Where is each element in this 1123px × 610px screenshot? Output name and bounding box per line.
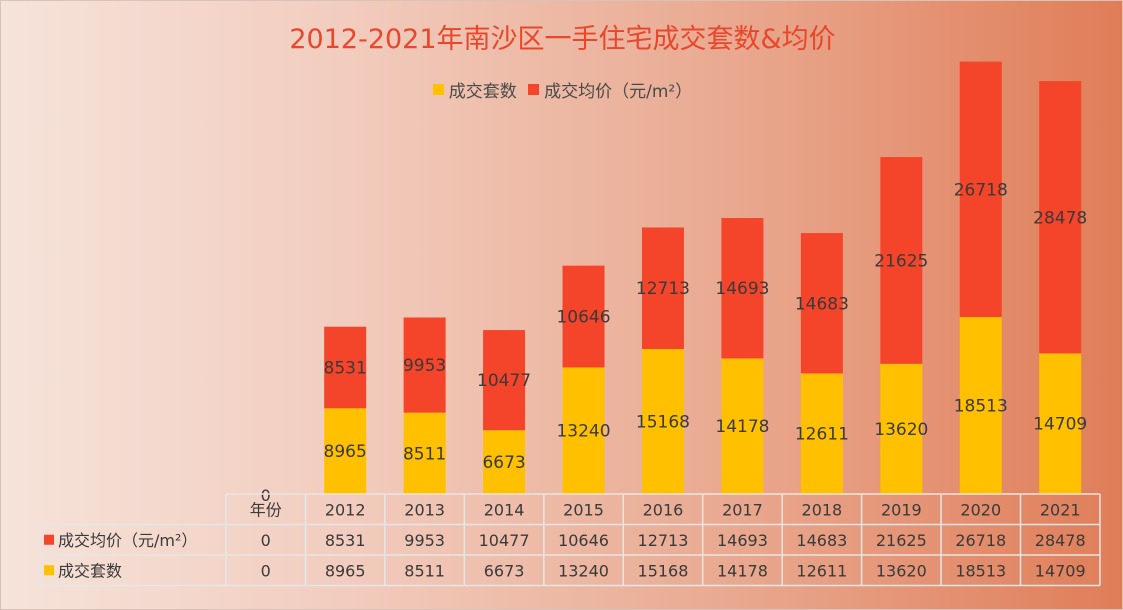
table-cell-units-2016: 15168 [638,561,689,580]
table-header-2018: 2018 [802,500,843,519]
table-header-2021: 2021 [1040,500,1081,519]
legend-label-units: 成交套数 [448,82,517,102]
bar-units-2018 [800,373,843,494]
table-header-2020: 2020 [960,500,1001,519]
leading-category-zero-label: 0 [261,486,271,505]
data-label-units-2015: 13240 [556,422,610,442]
table-header-2015: 2015 [563,500,604,519]
table-cell-units-2015: 13240 [558,561,609,580]
bar-price-2017 [721,217,764,359]
data-label-units-2018: 12611 [795,425,849,445]
data-label-units-2014: 6673 [482,453,525,473]
table-cell-price-2013: 9953 [404,531,445,550]
bar-price-2013 [403,317,446,413]
data-label-price-2020: 26718 [954,180,1008,200]
table-cell-price-2015: 10646 [558,531,609,550]
data-label-units-2016: 15168 [636,412,690,432]
bar-units-2019 [880,363,923,494]
table-cell-price-2019: 21625 [876,531,927,550]
bar-units-2012 [324,408,367,494]
bar-units-2020 [959,317,1002,494]
table-cell-price-2016: 12713 [638,531,689,550]
table-cell-price-2018: 14683 [796,531,847,550]
data-label-price-2016: 12713 [636,279,690,299]
legend-swatch-units [432,84,444,95]
table-cell-units-2020: 18513 [955,561,1006,580]
data-label-units-2020: 18513 [954,397,1008,417]
table-cell-units-2017: 14178 [717,561,768,580]
table-legend-key-price [44,534,54,545]
table-header-2013: 2013 [404,500,445,519]
table-cell-price-2014: 10477 [479,531,530,550]
table-row-label-price: 成交均价（元/m²） [58,531,197,550]
data-label-price-2013: 9953 [403,356,446,376]
table-cell-price-2017: 14693 [717,531,768,550]
data-label-price-2019: 21625 [874,251,928,271]
bar-units-2013 [403,412,446,494]
bar-units-2016 [641,348,684,494]
table-cell-units-2013: 8511 [404,561,445,580]
bar-price-2015 [562,265,605,368]
legend-item-units: 成交套数 [432,77,517,102]
data-label-price-2014: 10477 [477,371,531,391]
bar-units-2017 [721,358,764,494]
table-header-2012: 2012 [325,500,366,519]
data-label-price-2017: 14693 [715,279,769,299]
legend-swatch-price [528,84,540,95]
data-label-units-2017: 14178 [715,417,769,437]
table-cell-price-leading: 0 [261,531,271,550]
data-label-units-2019: 13620 [874,420,928,440]
bar-units-2014 [483,430,526,494]
table-cell-units-2019: 13620 [876,561,927,580]
table-cell-units-2018: 12611 [796,561,847,580]
table-cell-price-2012: 8531 [325,531,366,550]
bar-price-2014 [483,330,526,431]
table-cell-price-2021: 28478 [1035,531,1086,550]
legend-item-price: 成交均价（元/m²） [528,77,692,102]
bar-units-2015 [562,367,605,494]
table-cell-price-2020: 26718 [955,531,1006,550]
chart-legend: 成交套数 成交均价（元/m²） [1,77,1122,102]
table-legend-key-units [44,565,54,576]
legend-label-price: 成交均价（元/m²） [544,82,693,102]
data-label-price-2018: 14683 [795,294,849,314]
table-header-leading: 年份 [250,500,282,519]
table-cell-units-leading: 0 [261,561,271,580]
bar-price-2012 [324,326,367,409]
table-row-label-units: 成交套数 [58,561,122,580]
table-header-2014: 2014 [484,500,525,519]
data-label-price-2015: 10646 [556,308,610,328]
data-label-units-2021: 14709 [1033,415,1087,435]
table-header-2017: 2017 [722,500,763,519]
bar-price-2016 [641,227,684,349]
table-cell-units-2014: 6673 [484,561,525,580]
data-label-units-2012: 8965 [324,442,367,462]
data-label-price-2012: 8531 [324,359,367,379]
bar-price-2019 [880,157,923,364]
bar-price-2021 [1039,81,1082,354]
table-header-2019: 2019 [881,500,922,519]
bar-units-2021 [1039,353,1082,494]
table-header-2016: 2016 [643,500,684,519]
chart-title: 2012-2021年南沙区一手住宅成交套数&均价 [289,24,836,55]
bar-price-2018 [800,233,843,374]
table-cell-units-2012: 8965 [325,561,366,580]
data-label-price-2021: 28478 [1033,208,1087,228]
bar-price-2020 [959,61,1002,318]
data-label-units-2013: 8511 [403,444,446,464]
table-cell-units-2021: 14709 [1035,561,1086,580]
